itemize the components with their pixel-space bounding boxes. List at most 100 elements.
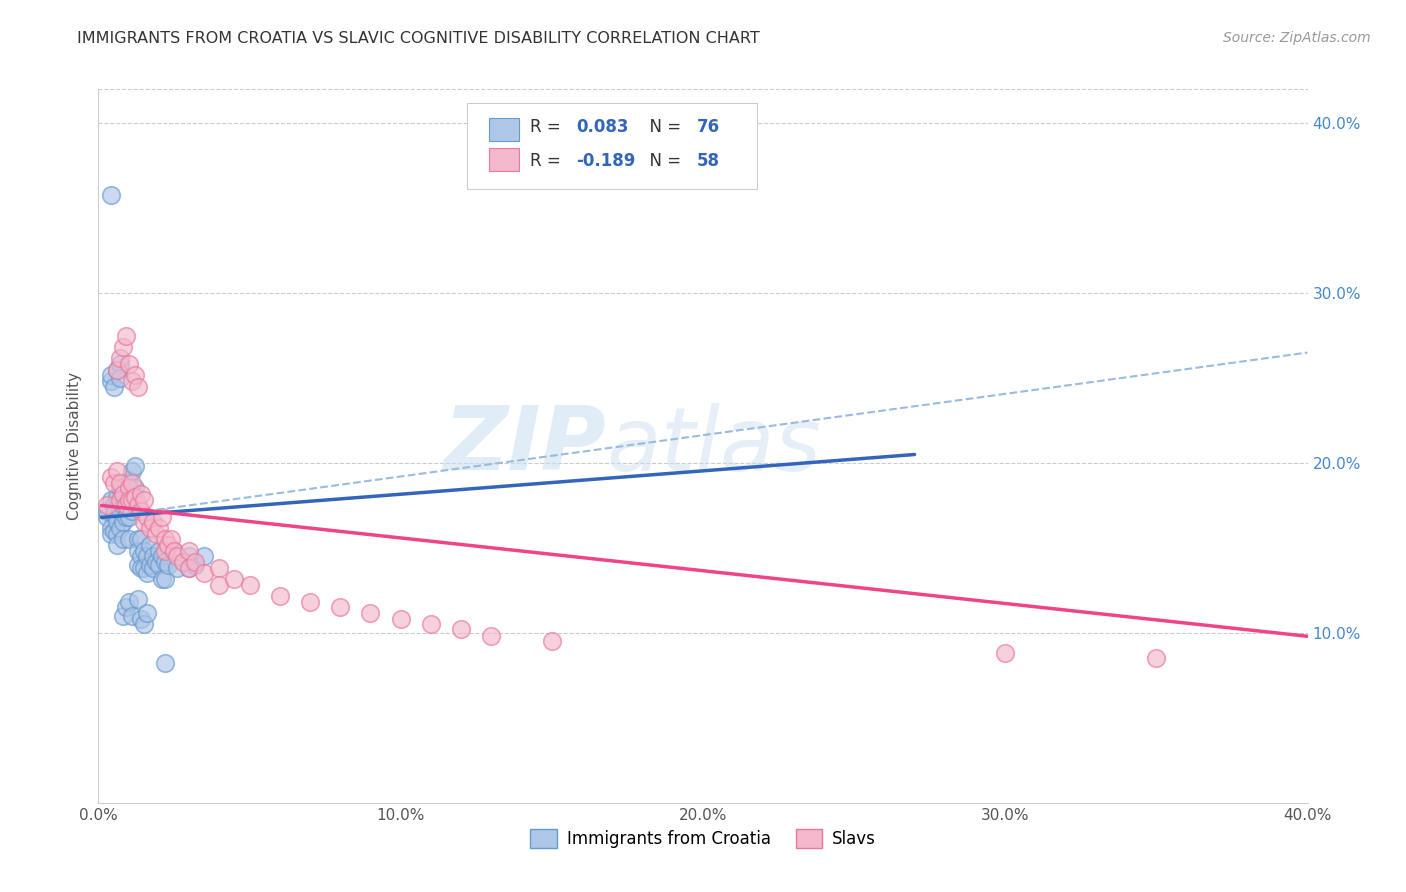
Point: [111, 486, 134, 500]
Point: [148, 520, 170, 534]
Text: -0.189: -0.189: [576, 152, 636, 169]
Point: [299, 595, 322, 609]
Point: [105, 516, 128, 530]
Point: [114, 499, 136, 513]
Point: [96, 503, 118, 517]
Point: [166, 549, 188, 564]
Point: [121, 476, 143, 491]
Point: [108, 520, 131, 534]
Point: [193, 566, 215, 581]
Point: [132, 516, 155, 530]
Point: [108, 482, 131, 496]
Point: [166, 561, 188, 575]
Point: [114, 600, 136, 615]
Legend: Immigrants from Croatia, Slavs: Immigrants from Croatia, Slavs: [523, 822, 883, 855]
Point: [179, 544, 201, 558]
Point: [419, 617, 441, 632]
Point: [135, 510, 157, 524]
Point: [127, 533, 149, 547]
Point: [118, 493, 141, 508]
Point: [100, 187, 122, 202]
Point: [148, 558, 170, 572]
Point: [108, 358, 131, 372]
Point: [129, 503, 152, 517]
Point: [121, 493, 143, 508]
Point: [1146, 651, 1168, 665]
Point: [118, 482, 141, 496]
Point: [132, 544, 155, 558]
Point: [132, 561, 155, 575]
Point: [108, 503, 131, 517]
Text: IMMIGRANTS FROM CROATIA VS SLAVIC COGNITIVE DISABILITY CORRELATION CHART: IMMIGRANTS FROM CROATIA VS SLAVIC COGNIT…: [77, 31, 761, 46]
Point: [148, 544, 170, 558]
Point: [100, 527, 122, 541]
Point: [193, 549, 215, 564]
Point: [127, 499, 149, 513]
Text: R =: R =: [530, 118, 567, 136]
Point: [111, 516, 134, 530]
Point: [118, 510, 141, 524]
Point: [105, 362, 128, 376]
Point: [172, 555, 194, 569]
Point: [100, 375, 122, 389]
Point: [108, 371, 131, 385]
Point: [129, 486, 152, 500]
Point: [100, 469, 122, 483]
Point: [179, 549, 201, 564]
Point: [118, 533, 141, 547]
Point: [163, 544, 186, 558]
Text: 58: 58: [697, 152, 720, 169]
Point: [142, 561, 165, 575]
Point: [118, 490, 141, 504]
Point: [103, 476, 125, 491]
Point: [129, 612, 152, 626]
Point: [163, 544, 186, 558]
Point: [118, 473, 141, 487]
Point: [150, 510, 173, 524]
Point: [124, 490, 146, 504]
Point: [100, 493, 122, 508]
Point: [111, 341, 134, 355]
Point: [135, 549, 157, 564]
Point: [108, 476, 131, 491]
Point: [96, 499, 118, 513]
Point: [139, 558, 162, 572]
Point: [121, 486, 143, 500]
FancyBboxPatch shape: [489, 118, 519, 141]
Point: [105, 527, 128, 541]
Point: [184, 555, 207, 569]
Point: [153, 572, 176, 586]
Point: [114, 328, 136, 343]
Point: [129, 533, 152, 547]
Point: [329, 600, 352, 615]
Text: atlas: atlas: [606, 403, 821, 489]
Point: [450, 623, 472, 637]
Point: [153, 544, 176, 558]
Point: [111, 486, 134, 500]
Point: [208, 578, 231, 592]
Point: [160, 533, 183, 547]
Point: [114, 476, 136, 491]
Point: [103, 507, 125, 521]
Point: [105, 537, 128, 551]
Point: [105, 490, 128, 504]
Point: [127, 544, 149, 558]
Text: Source: ZipAtlas.com: Source: ZipAtlas.com: [1223, 31, 1371, 45]
Point: [100, 368, 122, 382]
Point: [108, 351, 131, 365]
Text: R =: R =: [530, 152, 567, 169]
Point: [139, 537, 162, 551]
FancyBboxPatch shape: [489, 148, 519, 171]
Point: [121, 375, 143, 389]
Point: [118, 595, 141, 609]
Point: [127, 379, 149, 393]
Point: [239, 578, 262, 592]
Point: [121, 503, 143, 517]
Point: [111, 608, 134, 623]
Text: N =: N =: [638, 152, 686, 169]
Point: [124, 499, 146, 513]
Point: [129, 561, 152, 575]
Point: [156, 537, 179, 551]
Point: [111, 499, 134, 513]
Point: [124, 368, 146, 382]
